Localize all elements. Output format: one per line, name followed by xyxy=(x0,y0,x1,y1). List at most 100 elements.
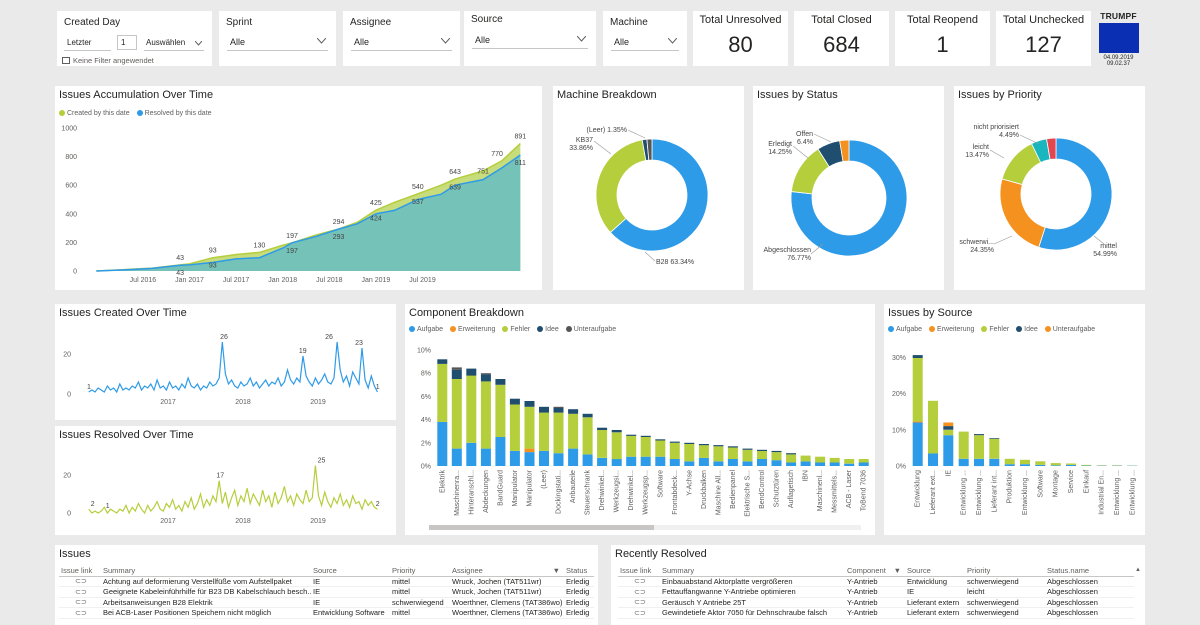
column-header[interactable]: Status.name xyxy=(1045,565,1134,577)
chevron-down-icon xyxy=(668,38,677,44)
bar-segment xyxy=(771,460,782,466)
relative-unit-dropdown[interactable]: Auswählen xyxy=(144,37,204,51)
category-label: IE xyxy=(945,470,952,477)
table-row[interactable]: ⊂⊃ Bei ACB-Laser Positionen Speichern nic… xyxy=(59,607,594,619)
relative-count-input[interactable]: 1 xyxy=(117,35,137,50)
sprint-dropdown[interactable]: Alle xyxy=(227,35,328,51)
bar-segment xyxy=(989,438,1000,439)
table-row[interactable]: ⊂⊃ Geeignete Kabeleinführhilfe für B23 DB… xyxy=(59,586,594,598)
y-tick-label: 30% xyxy=(892,355,906,362)
link-icon[interactable]: ⊂⊃ xyxy=(59,586,101,598)
bar-segment xyxy=(786,453,797,455)
slice-label: Abgeschlossen xyxy=(764,247,812,254)
legend-label: Aufgabe xyxy=(896,326,923,333)
bar-segment xyxy=(912,355,923,358)
leader-line xyxy=(1093,235,1105,245)
y-tick-label: 20 xyxy=(63,473,71,480)
link-icon[interactable]: ⊂⊃ xyxy=(59,576,101,587)
category-label: Manipulator xyxy=(512,469,519,506)
category-label: Manipulator xyxy=(527,469,534,506)
table-cell: Abgeschlossen xyxy=(1045,607,1134,619)
data-label: 643 xyxy=(449,169,461,176)
bar-segment xyxy=(597,430,608,458)
table-row[interactable]: ⊂⊃ Achtung auf deformierung Verstellfüße … xyxy=(59,576,594,587)
bar-segment xyxy=(669,459,680,466)
table-row[interactable]: ⊂⊃ Gewindetiefe Aktor 7050 für Dehnschrau… xyxy=(618,607,1134,619)
legend-swatch xyxy=(888,326,894,332)
assignee-slicer: Assignee Alle xyxy=(343,11,460,66)
column-header-label: Component xyxy=(847,565,886,575)
column-header[interactable]: Issue link xyxy=(59,565,101,577)
column-header[interactable]: Priority xyxy=(965,565,1045,577)
table-cell: Erledig xyxy=(564,576,594,587)
machine-dropdown[interactable]: Alle xyxy=(611,35,679,51)
y-tick-label: 600 xyxy=(65,183,77,190)
relative-mode-dropdown[interactable]: Letzter xyxy=(64,37,111,51)
donut-slice xyxy=(790,139,908,257)
leader-line xyxy=(810,243,824,255)
legend-label: Resolved by this date xyxy=(144,110,212,117)
kpi-total-unchecked: Total Unchecked 127 xyxy=(996,11,1091,66)
source-slicer: Source Alle xyxy=(464,11,596,66)
bar-segment xyxy=(524,401,535,407)
relative-count-value: 1 xyxy=(121,38,126,47)
bar-segment xyxy=(509,404,520,451)
assignee-dropdown[interactable]: Alle xyxy=(351,35,452,51)
category-label: Entwicklung xyxy=(915,470,922,507)
bar-segment xyxy=(943,429,954,436)
chevron-down-icon xyxy=(577,36,586,42)
column-header[interactable]: Source xyxy=(311,565,390,577)
vertical-scrollbar[interactable]: ▲ xyxy=(1135,567,1141,619)
source-dropdown[interactable]: Alle xyxy=(472,33,588,49)
data-label: 130 xyxy=(254,242,266,249)
data-label: 639 xyxy=(449,185,461,192)
link-icon[interactable]: ⊂⊃ xyxy=(618,607,660,619)
table-cell: schwerwiegend xyxy=(965,607,1045,619)
bar-segment xyxy=(480,373,491,375)
link-icon[interactable]: ⊂⊃ xyxy=(618,586,660,598)
y-tick-label: 2% xyxy=(421,440,431,447)
bar-segment xyxy=(958,458,969,467)
category-label: Software xyxy=(1037,470,1044,498)
column-header[interactable]: Component ▼ xyxy=(845,565,905,577)
table-row[interactable]: ⊂⊃ Einbauabstand Aktorplatte vergrößeren Y… xyxy=(618,576,1134,587)
column-header[interactable]: Source xyxy=(905,565,965,577)
category-label: Drehwinkel... xyxy=(599,470,606,511)
bar-segment xyxy=(495,379,506,385)
accumulation-visual: Issues Accumulation Over Time Created by… xyxy=(55,86,542,290)
link-icon[interactable]: ⊂⊃ xyxy=(59,607,101,619)
link-icon[interactable]: ⊂⊃ xyxy=(59,597,101,608)
link-icon[interactable]: ⊂⊃ xyxy=(618,597,660,608)
table-row[interactable]: ⊂⊃ Fettauffangwanne Y-Antriebe optimieren… xyxy=(618,586,1134,598)
kpi-value: 80 xyxy=(728,32,753,57)
horizontal-scrollbar[interactable] xyxy=(429,525,861,530)
scrollbar-thumb[interactable] xyxy=(429,525,654,530)
column-header[interactable]: Issue link xyxy=(618,565,660,577)
table-row[interactable]: ⊂⊃ Geräusch Y Antriebe 25T Y-Antrieb Liefer… xyxy=(618,597,1134,608)
column-header[interactable]: Assignee ▼ xyxy=(450,565,564,577)
legend-swatch xyxy=(981,326,988,332)
sprint-slicer: Sprint Alle xyxy=(219,11,336,66)
y-tick-label: 0% xyxy=(896,464,906,471)
category-label: Einkauf xyxy=(1083,470,1090,493)
bar-segment xyxy=(466,368,477,376)
bar-segment xyxy=(509,450,520,466)
data-label: 294 xyxy=(333,219,345,226)
y-tick-label: 1000 xyxy=(61,126,77,133)
kpi-value: 1 xyxy=(936,32,949,57)
table-row[interactable]: ⊂⊃ Arbeitsanweisungen B28 Elektrik IE schwe… xyxy=(59,597,594,608)
category-label: Maschine All... xyxy=(715,470,722,515)
link-icon[interactable]: ⊂⊃ xyxy=(618,576,660,587)
bar-segment xyxy=(626,456,637,466)
bar-segment xyxy=(626,435,637,457)
column-header[interactable]: Status xyxy=(564,565,594,577)
slice-label: 6.4% xyxy=(797,139,813,146)
column-header[interactable]: Summary xyxy=(101,565,311,577)
scroll-up-icon[interactable]: ▲ xyxy=(1135,567,1141,573)
column-header[interactable]: Priority xyxy=(390,565,450,577)
bar-segment xyxy=(1081,464,1092,466)
table-cell: IE xyxy=(311,586,390,598)
column-header[interactable]: Summary xyxy=(660,565,845,577)
table-cell: Gewindetiefe Aktor 7050 für Dehnschraube… xyxy=(660,607,845,619)
